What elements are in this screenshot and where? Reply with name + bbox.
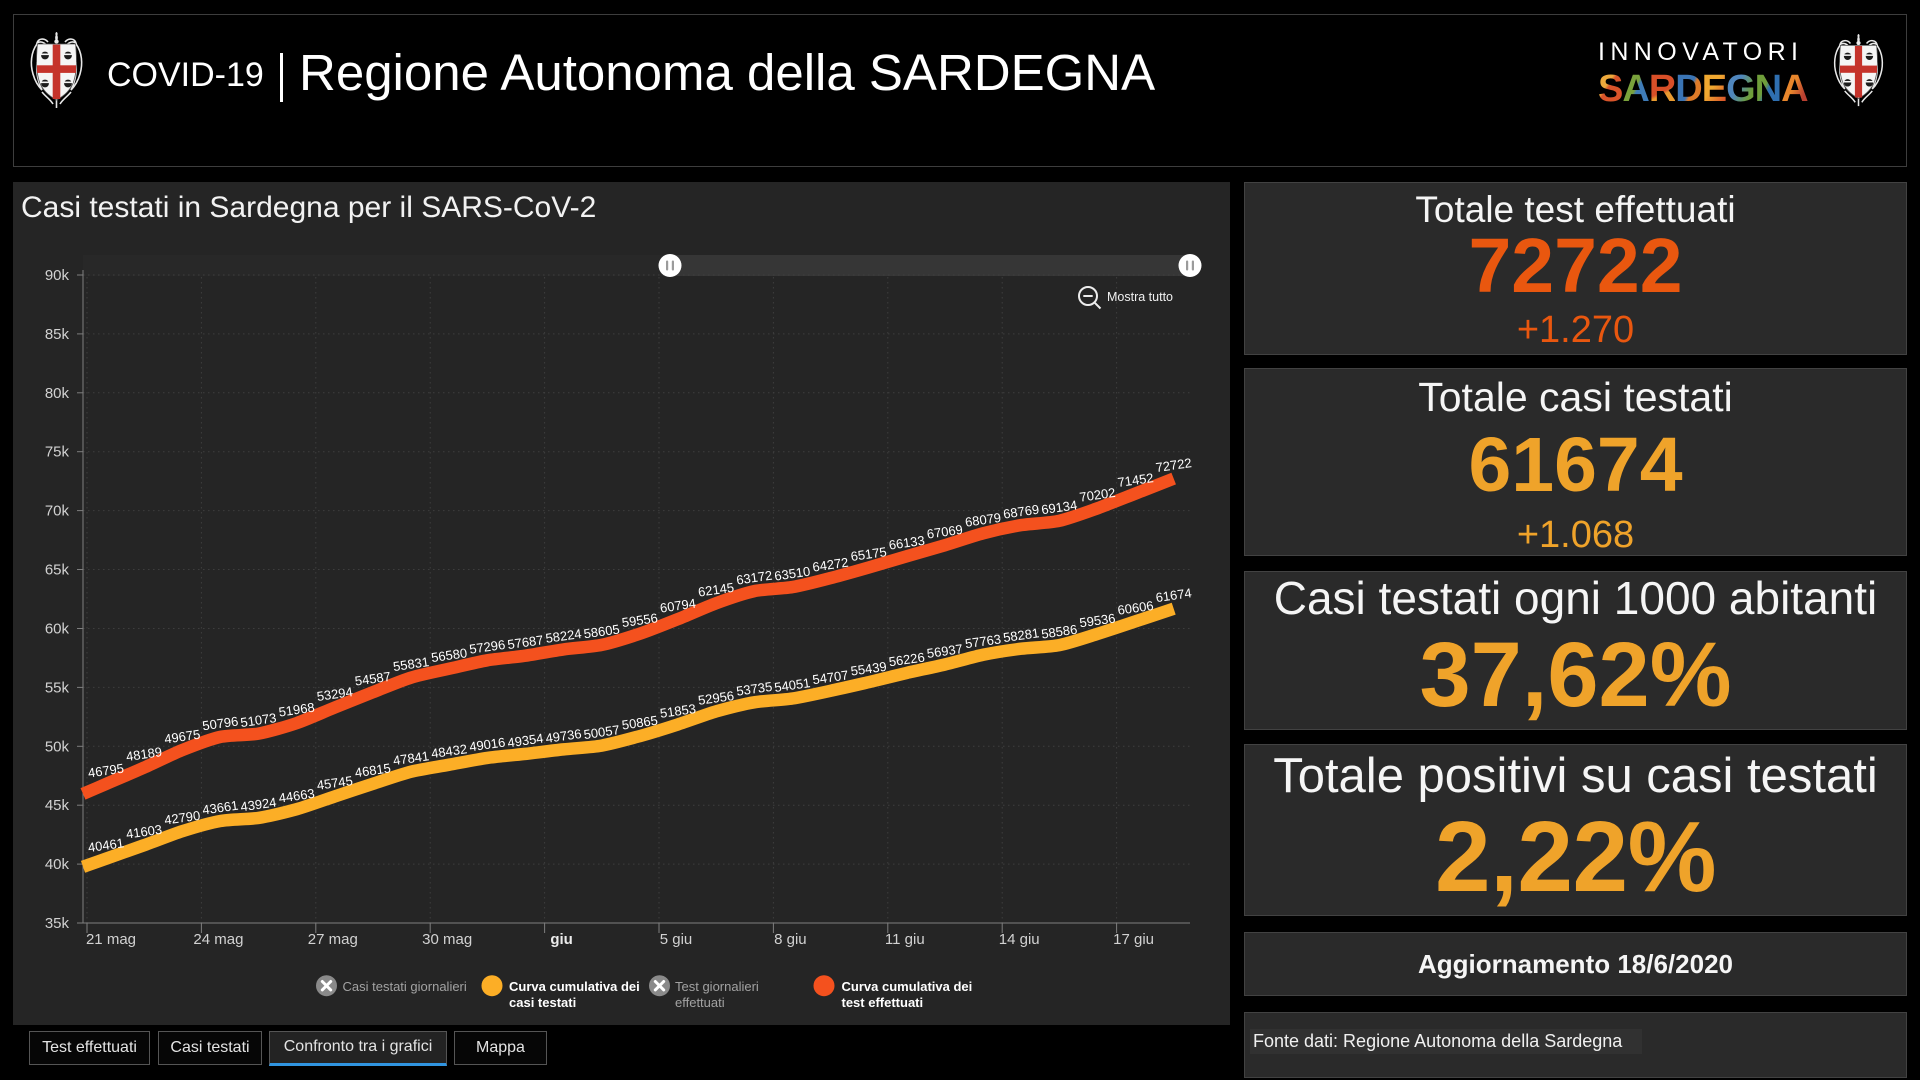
svg-text:61674: 61674 bbox=[1155, 585, 1193, 605]
svg-text:50796: 50796 bbox=[201, 713, 239, 733]
svg-text:5 giu: 5 giu bbox=[660, 931, 693, 948]
svg-text:65175: 65175 bbox=[850, 544, 888, 564]
svg-text:44663: 44663 bbox=[278, 786, 316, 806]
svg-text:63172: 63172 bbox=[735, 568, 773, 588]
svg-text:58605: 58605 bbox=[583, 621, 621, 641]
svg-text:56937: 56937 bbox=[926, 641, 964, 661]
svg-text:59536: 59536 bbox=[1078, 610, 1116, 630]
svg-text:63510: 63510 bbox=[773, 564, 811, 584]
svg-text:60606: 60606 bbox=[1117, 598, 1155, 618]
svg-text:70202: 70202 bbox=[1078, 485, 1116, 505]
svg-text:giu: giu bbox=[550, 931, 573, 948]
svg-text:54051: 54051 bbox=[773, 675, 811, 695]
svg-text:51853: 51853 bbox=[659, 701, 697, 721]
svg-text:40k: 40k bbox=[45, 856, 70, 873]
svg-text:50k: 50k bbox=[45, 738, 70, 755]
svg-text:49016: 49016 bbox=[468, 734, 506, 754]
svg-text:65k: 65k bbox=[45, 562, 70, 579]
svg-text:48432: 48432 bbox=[430, 741, 468, 761]
svg-text:51073: 51073 bbox=[239, 710, 277, 730]
svg-text:55831: 55831 bbox=[392, 654, 430, 674]
svg-text:56226: 56226 bbox=[888, 649, 926, 669]
svg-text:47841: 47841 bbox=[392, 748, 430, 768]
svg-text:58224: 58224 bbox=[545, 626, 583, 646]
svg-text:58281: 58281 bbox=[1002, 625, 1040, 645]
svg-text:68769: 68769 bbox=[1002, 502, 1040, 522]
svg-text:68079: 68079 bbox=[964, 510, 1002, 530]
svg-text:46815: 46815 bbox=[354, 760, 392, 780]
svg-text:46795: 46795 bbox=[87, 761, 125, 781]
svg-text:85k: 85k bbox=[45, 326, 70, 343]
svg-text:48189: 48189 bbox=[125, 744, 163, 764]
svg-text:43661: 43661 bbox=[201, 798, 239, 818]
svg-text:55k: 55k bbox=[45, 679, 70, 696]
svg-text:50865: 50865 bbox=[621, 713, 659, 733]
svg-text:75k: 75k bbox=[45, 444, 70, 461]
svg-text:49354: 49354 bbox=[506, 730, 544, 750]
svg-text:57687: 57687 bbox=[506, 632, 544, 652]
svg-text:8 giu: 8 giu bbox=[774, 931, 807, 948]
svg-text:40461: 40461 bbox=[87, 835, 125, 855]
svg-text:14 giu: 14 giu bbox=[999, 931, 1040, 948]
svg-text:54707: 54707 bbox=[811, 667, 849, 687]
svg-text:45745: 45745 bbox=[316, 773, 354, 793]
svg-text:Mostra tutto: Mostra tutto bbox=[1107, 290, 1173, 304]
svg-text:64272: 64272 bbox=[811, 555, 849, 575]
svg-text:43924: 43924 bbox=[239, 794, 277, 814]
svg-text:52956: 52956 bbox=[697, 688, 735, 708]
svg-text:57763: 57763 bbox=[964, 631, 1002, 651]
svg-text:60k: 60k bbox=[45, 621, 70, 638]
svg-text:51968: 51968 bbox=[278, 700, 316, 720]
svg-text:41603: 41603 bbox=[125, 822, 163, 842]
svg-text:35k: 35k bbox=[45, 915, 70, 932]
svg-text:45k: 45k bbox=[45, 797, 70, 814]
svg-text:70k: 70k bbox=[45, 503, 70, 520]
svg-text:72722: 72722 bbox=[1155, 455, 1193, 475]
svg-text:59556: 59556 bbox=[621, 610, 659, 630]
svg-text:56580: 56580 bbox=[430, 645, 468, 665]
svg-text:90k: 90k bbox=[45, 267, 70, 284]
svg-text:62145: 62145 bbox=[697, 580, 735, 600]
svg-text:57296: 57296 bbox=[468, 637, 506, 657]
svg-text:30 mag: 30 mag bbox=[422, 931, 472, 948]
svg-text:69134: 69134 bbox=[1040, 497, 1078, 517]
svg-text:80k: 80k bbox=[45, 385, 70, 402]
svg-text:58586: 58586 bbox=[1040, 622, 1078, 642]
svg-text:67069: 67069 bbox=[926, 522, 964, 542]
svg-text:27 mag: 27 mag bbox=[308, 931, 358, 948]
svg-text:21 mag: 21 mag bbox=[86, 931, 136, 948]
svg-text:54587: 54587 bbox=[354, 669, 392, 689]
svg-text:66133: 66133 bbox=[888, 533, 926, 553]
svg-text:50057: 50057 bbox=[583, 722, 621, 742]
svg-text:71452: 71452 bbox=[1117, 470, 1155, 490]
svg-text:24 mag: 24 mag bbox=[193, 931, 243, 948]
svg-text:42790: 42790 bbox=[163, 808, 201, 828]
svg-text:11 giu: 11 giu bbox=[885, 931, 925, 948]
svg-text:17 giu: 17 giu bbox=[1113, 931, 1154, 948]
svg-text:60794: 60794 bbox=[659, 596, 697, 616]
svg-text:55439: 55439 bbox=[850, 659, 888, 679]
svg-text:53735: 53735 bbox=[735, 679, 773, 699]
svg-text:53294: 53294 bbox=[316, 684, 354, 704]
svg-text:49736: 49736 bbox=[545, 726, 583, 746]
svg-text:49675: 49675 bbox=[163, 727, 201, 747]
